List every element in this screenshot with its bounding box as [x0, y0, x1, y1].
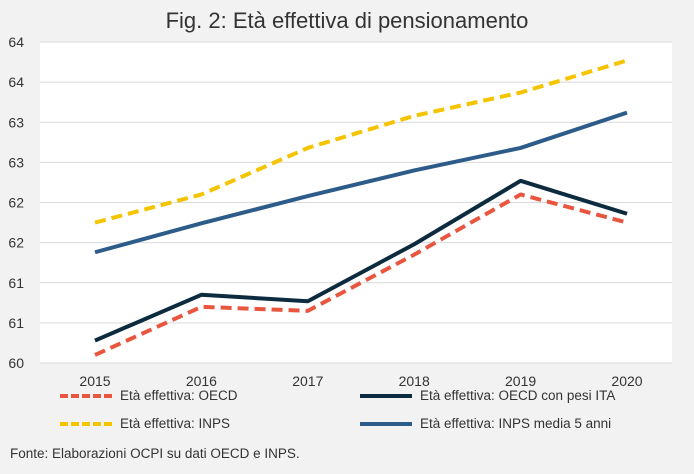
y-tick-label: 60 — [8, 355, 24, 371]
legend-item-oecd: Età effettiva: OECD — [60, 388, 238, 403]
x-tick-label: 2018 — [399, 373, 430, 389]
x-tick-label: 2016 — [186, 373, 217, 389]
legend-label-oecd-pesi-ita: Età effettiva: OECD con pesi ITA — [420, 388, 616, 403]
x-tick-label: 2015 — [79, 373, 110, 389]
legend-swatch-oecd — [60, 393, 112, 398]
x-tick-label: 2020 — [611, 373, 642, 389]
legend-item-inps: Età effettiva: INPS — [60, 416, 230, 431]
legend-label-inps-media: Età effettiva: INPS media 5 anni — [420, 416, 612, 431]
legend-item-inps-media: Età effettiva: INPS media 5 anni — [360, 416, 611, 431]
legend-swatch-inps — [60, 421, 112, 426]
line-chart: 60 61 61 62 62 63 63 64 64 2015 2016 2017 2018 2019 20… — [8, 34, 672, 389]
legend-swatch-oecd-pesi-ita — [360, 393, 412, 398]
legend-swatch-inps-media — [360, 421, 412, 426]
series-line-1 — [94, 178, 628, 343]
series-line-0 — [94, 192, 628, 357]
series-line-2 — [94, 58, 628, 225]
y-tick-label: 61 — [8, 275, 24, 291]
legend-label-inps: Età effettiva: INPS — [120, 416, 231, 431]
y-tick-label: 64 — [8, 34, 24, 50]
chart-title: Fig. 2: Età effettiva di pensionamento — [165, 8, 529, 33]
y-tick-label: 63 — [8, 154, 24, 170]
y-tick-label: 64 — [8, 74, 24, 90]
y-tick-label: 61 — [8, 315, 24, 331]
legend-item-oecd-pesi-ita: Età effettiva: OECD con pesi ITA — [360, 388, 615, 403]
series-line-3 — [94, 110, 628, 255]
x-tick-label: 2019 — [505, 373, 536, 389]
legend-label-oecd: Età effettiva: OECD — [120, 388, 238, 403]
y-tick-label: 62 — [8, 195, 24, 211]
y-tick-label: 63 — [8, 114, 24, 130]
y-tick-label: 62 — [8, 235, 24, 251]
source-note: Fonte: Elaborazioni OCPI su dati OECD e … — [10, 446, 300, 461]
x-tick-label: 2017 — [292, 373, 323, 389]
